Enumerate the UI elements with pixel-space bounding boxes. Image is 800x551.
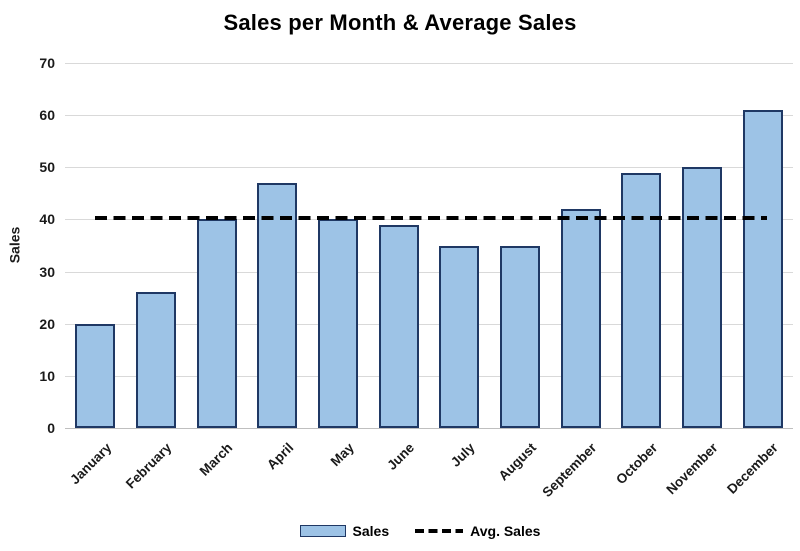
y-tick-label-40: 40 <box>39 211 55 228</box>
y-tick-label-30: 30 <box>39 263 55 280</box>
y-tick-label-60: 60 <box>39 107 55 124</box>
gridline-10 <box>65 375 793 377</box>
x-label-september: September <box>539 440 600 500</box>
x-label-december: December <box>724 440 782 497</box>
legend: Sales Avg. Sales <box>40 523 800 539</box>
chart-title: Sales per Month & Average Sales <box>223 10 577 35</box>
avg-sales-line <box>95 215 767 220</box>
bar-october <box>621 172 662 428</box>
bar-may <box>318 219 358 428</box>
gridline-20 <box>65 323 793 325</box>
y-tick-label-20: 20 <box>39 315 55 332</box>
bar-june <box>378 224 419 428</box>
x-label-april: April <box>263 440 296 473</box>
bar-april <box>257 182 298 428</box>
x-label-november: November <box>663 440 721 498</box>
y-tick-label-10: 10 <box>39 367 55 384</box>
x-axis-line <box>65 428 793 429</box>
gridline-30 <box>65 271 793 273</box>
x-label-january: January <box>66 440 114 488</box>
x-label-july: July <box>448 440 478 470</box>
legend-label-sales: Sales <box>352 523 390 539</box>
gridline-50 <box>65 167 793 169</box>
bar-november <box>682 167 722 428</box>
x-label-march: March <box>196 440 236 479</box>
x-label-august: August <box>495 440 539 484</box>
y-tick-label-50: 50 <box>39 159 55 176</box>
bar-march <box>196 219 237 428</box>
x-label-february: February <box>123 440 175 492</box>
sales-bar-swatch <box>299 525 346 537</box>
bar-september <box>560 209 601 428</box>
gridline-40 <box>65 219 793 221</box>
legend-item-avg-sales: Avg. Sales <box>415 523 540 539</box>
bar-february <box>136 292 176 428</box>
avg-sales-line-swatch <box>415 529 464 533</box>
bar-july <box>439 245 480 428</box>
y-tick-label-70: 70 <box>39 55 55 71</box>
bar-august <box>500 245 540 428</box>
bar-january <box>75 323 116 428</box>
gridline-70 <box>65 63 793 64</box>
bar-december <box>742 109 783 428</box>
x-label-june: June <box>384 440 418 473</box>
y-tick-label-0: 0 <box>47 420 55 436</box>
legend-label-avg-sales: Avg. Sales <box>470 523 541 539</box>
x-label-october: October <box>612 440 660 488</box>
legend-item-sales: Sales <box>299 523 390 539</box>
x-label-may: May <box>327 440 357 470</box>
gridline-60 <box>65 115 793 117</box>
